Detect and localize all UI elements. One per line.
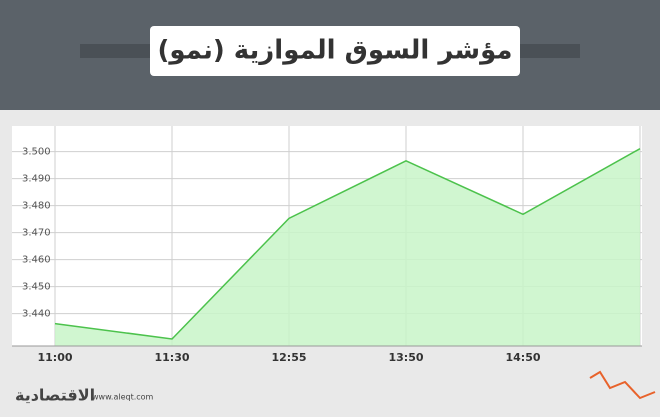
title-box bbox=[150, 26, 520, 76]
y-tick-label: 3.470 bbox=[22, 228, 51, 239]
x-tick-label: 14:50 bbox=[505, 351, 540, 364]
footer bbox=[0, 375, 660, 417]
y-tick-label: 3.450 bbox=[22, 282, 51, 293]
y-tick-label: 3.500 bbox=[22, 147, 51, 158]
line bbox=[54, 148, 641, 340]
logo-line bbox=[589, 370, 656, 400]
y-tick-label: 3.440 bbox=[22, 309, 51, 320]
y-tick-label: 3.480 bbox=[22, 201, 51, 212]
y-tick-label: 3.490 bbox=[22, 174, 51, 185]
x-tick-label: 12:55 bbox=[271, 351, 306, 364]
y-tick-label: 3.460 bbox=[22, 255, 51, 266]
x-tick-label: 13:50 bbox=[388, 351, 423, 364]
area bbox=[55, 148, 640, 346]
x-tick-label: 11:00 bbox=[37, 351, 72, 364]
x-tick-label: 11:30 bbox=[154, 351, 189, 364]
footer-brand: الاقتصادية bbox=[15, 386, 95, 405]
chart-title: مؤشر السوق الموازية (نمو) bbox=[157, 36, 512, 66]
footer-url: www.aleqt.com bbox=[92, 393, 154, 402]
